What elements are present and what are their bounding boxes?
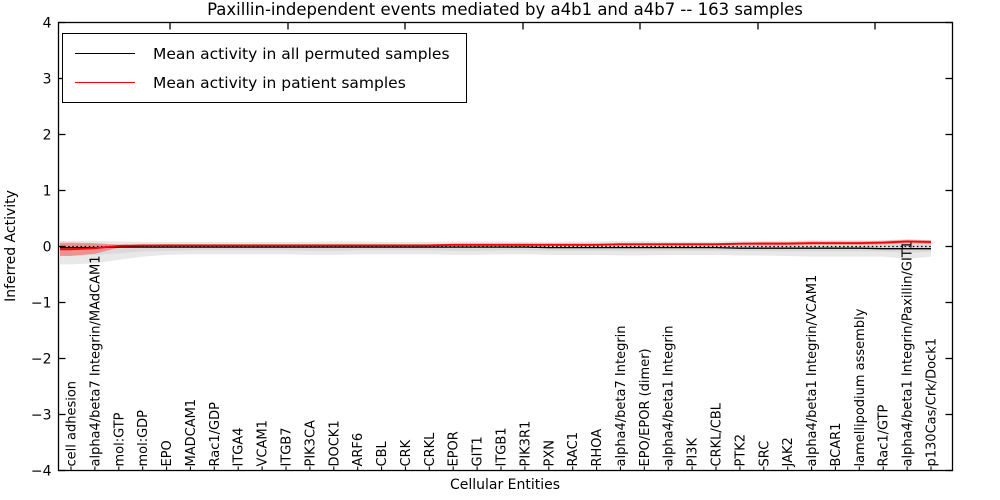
x-tick-label: EPOR <box>447 431 462 466</box>
x-tick-label: alpha4/beta7 Integrin/MAdCAM1 <box>88 256 103 467</box>
x-tick-label: CRK <box>399 439 414 466</box>
y-tick-label: 0 <box>43 240 52 256</box>
x-tick-label: RAC1 <box>566 432 581 467</box>
legend-label-patient: Mean activity in patient samples <box>153 73 406 92</box>
x-tick-label: Rac1/GDP <box>208 402 223 467</box>
x-tick-label: DOCK1 <box>327 420 342 466</box>
x-tick-label: PIK3CA <box>303 420 318 467</box>
x-tick-label: PXN <box>542 440 557 466</box>
y-tick-label: 2 <box>43 128 52 144</box>
x-tick-label: RHOA <box>590 429 605 467</box>
x-tick-label: PTK2 <box>733 434 748 467</box>
legend: Mean activity in all permuted samples Me… <box>62 33 467 103</box>
x-tick-label: EPO/EPOR (dimer) <box>638 348 653 466</box>
x-tick-label: EPO <box>160 440 175 466</box>
y-tick-label: 1 <box>43 184 52 200</box>
y-tick-label: 3 <box>43 72 52 88</box>
x-tick-label: Rac1/GTP <box>877 404 892 466</box>
y-tick-label: −1 <box>31 296 52 312</box>
y-tick-label: −3 <box>31 408 52 424</box>
legend-line-patient-icon <box>75 82 135 83</box>
x-tick-label: CBL <box>375 441 390 467</box>
legend-item-patient: Mean activity in patient samples <box>75 69 450 96</box>
x-tick-label: GIT1 <box>471 436 486 466</box>
y-axis-label: Inferred Activity <box>3 190 19 302</box>
permuted-line <box>60 246 931 250</box>
x-tick-label: mol:GDP <box>136 410 151 467</box>
x-tick-label: mol:GTP <box>112 412 127 466</box>
plot-area: cell adhesion alpha4/beta7 Integrin/MAdCA… <box>31 16 954 480</box>
y-tick-label: −2 <box>31 352 52 368</box>
x-tick-label: lamellipodium assembly <box>853 308 868 466</box>
x-tick-label: ITGB7 <box>280 427 295 466</box>
x-tick-label: PIK3R1 <box>518 421 533 467</box>
y-tick-label: 4 <box>43 16 52 32</box>
patient-line <box>60 240 932 251</box>
chart-title: Paxillin-independent events mediated by … <box>207 0 803 19</box>
y-tick-label: −4 <box>31 464 52 480</box>
x-tick-label: alpha4/beta7 Integrin <box>614 325 629 466</box>
x-tick-label: CRKL <box>423 432 438 467</box>
x-tick-label: MADCAM1 <box>184 399 199 467</box>
x-tick-label: VCAM1 <box>256 420 271 466</box>
x-tick-label: alpha4/beta1 Integrin/VCAM1 <box>805 275 820 467</box>
x-tick-label: alpha4/beta1 Integrin/Paxillin/GIT1 <box>901 241 916 467</box>
x-tick-label: CRKL/CBL <box>710 402 725 466</box>
legend-label-permuted: Mean activity in all permuted samples <box>153 44 450 63</box>
legend-item-permuted: Mean activity in all permuted samples <box>75 40 450 67</box>
x-tick-label: p130Cas/Crk/Dock1 <box>925 338 940 467</box>
x-tick-label: ITGB1 <box>495 427 510 466</box>
x-axis-label: Cellular Entities <box>450 477 560 493</box>
x-tick-label: SRC <box>757 441 772 467</box>
x-tick-label: PI3K <box>686 438 701 467</box>
x-tick-label: alpha4/beta1 Integrin <box>662 325 677 466</box>
legend-line-permuted-icon <box>75 53 135 54</box>
x-tick-label: ARF6 <box>351 433 366 467</box>
x-tick-label: ITGA4 <box>232 427 247 466</box>
x-tick-label: cell adhesion <box>65 381 80 467</box>
x-tick-label: JAK2 <box>781 437 796 467</box>
x-tick-label: BCAR1 <box>829 423 844 467</box>
